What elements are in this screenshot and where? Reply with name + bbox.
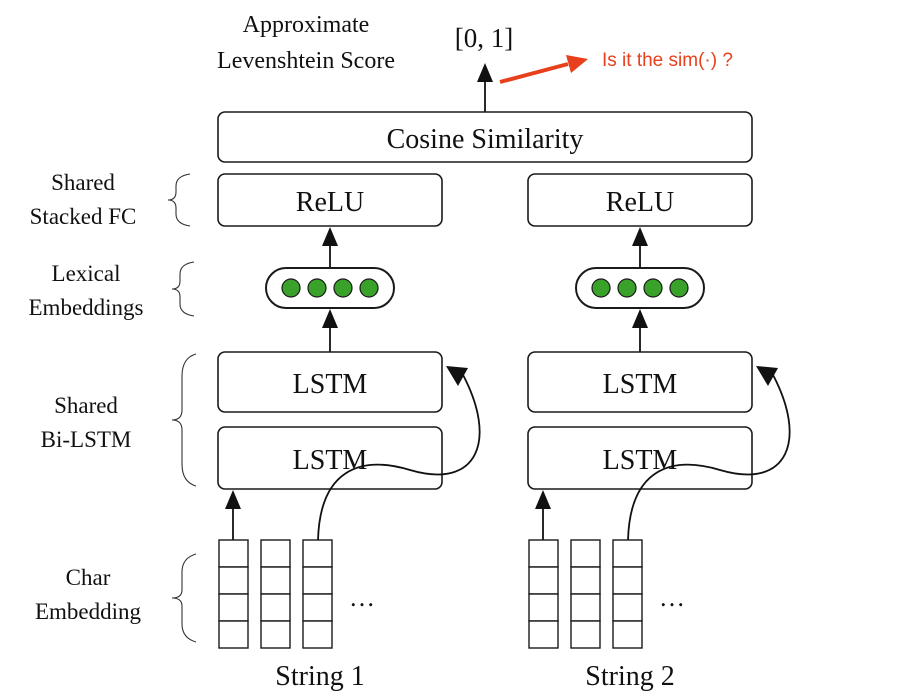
string-label: String 1	[275, 661, 364, 692]
label-fc-line1: Shared	[51, 170, 115, 195]
embedding-dot	[281, 278, 301, 298]
ellipsis: …	[349, 583, 375, 612]
char-embedding-column	[612, 539, 643, 649]
ellipsis: …	[659, 583, 685, 612]
embedding-dot	[333, 278, 353, 298]
lstm-bottom-label: LSTM	[603, 445, 678, 476]
annotation-text: Is it the sim(·) ?	[602, 50, 733, 71]
embedding-dot	[617, 278, 637, 298]
label-fc-line2: Stacked FC	[30, 204, 137, 229]
relu-label: ReLU	[296, 187, 364, 218]
label-lex-line1: Lexical	[52, 261, 121, 286]
label-char-line2: Embedding	[35, 599, 142, 624]
label-bilstm-line1: Shared	[54, 393, 118, 418]
branch-string-1: ReLU LSTM LSTM	[217, 173, 481, 692]
brace-bilstm	[171, 353, 197, 487]
string-label: String 2	[585, 661, 674, 692]
embedding-dot	[643, 278, 663, 298]
embedding-dot	[669, 278, 689, 298]
char-embedding-column	[302, 539, 333, 649]
embedding-dot	[591, 278, 611, 298]
char-embedding-column	[570, 539, 601, 649]
relu-label: ReLU	[606, 187, 674, 218]
embedding-dot	[307, 278, 327, 298]
brace-lex	[171, 261, 195, 317]
lstm-top-label: LSTM	[293, 369, 368, 400]
annotation-arrow	[499, 55, 588, 84]
label-bilstm-line2: Bi-LSTM	[41, 427, 132, 452]
char-embedding-column	[260, 539, 291, 649]
char-embedding-column	[528, 539, 559, 649]
brace-fc	[167, 173, 191, 227]
embedding-dot	[359, 278, 379, 298]
cosine-similarity-box: Cosine Similarity	[217, 111, 753, 163]
score-title-line1: Approximate	[243, 12, 370, 38]
label-char-line1: Char	[66, 565, 111, 590]
lstm-bottom-label: LSTM	[293, 445, 368, 476]
brace-char	[171, 553, 197, 643]
output-range: [0, 1]	[455, 23, 513, 53]
branch-string-2: ReLU LSTM LSTM	[527, 173, 791, 692]
char-embedding-column	[218, 539, 249, 649]
label-lex-line2: Embeddings	[29, 295, 144, 320]
cosine-similarity-label: Cosine Similarity	[387, 124, 584, 155]
lstm-top-label: LSTM	[603, 369, 678, 400]
score-title-line2: Levenshtein Score	[217, 48, 395, 74]
output-arrow	[477, 63, 493, 112]
